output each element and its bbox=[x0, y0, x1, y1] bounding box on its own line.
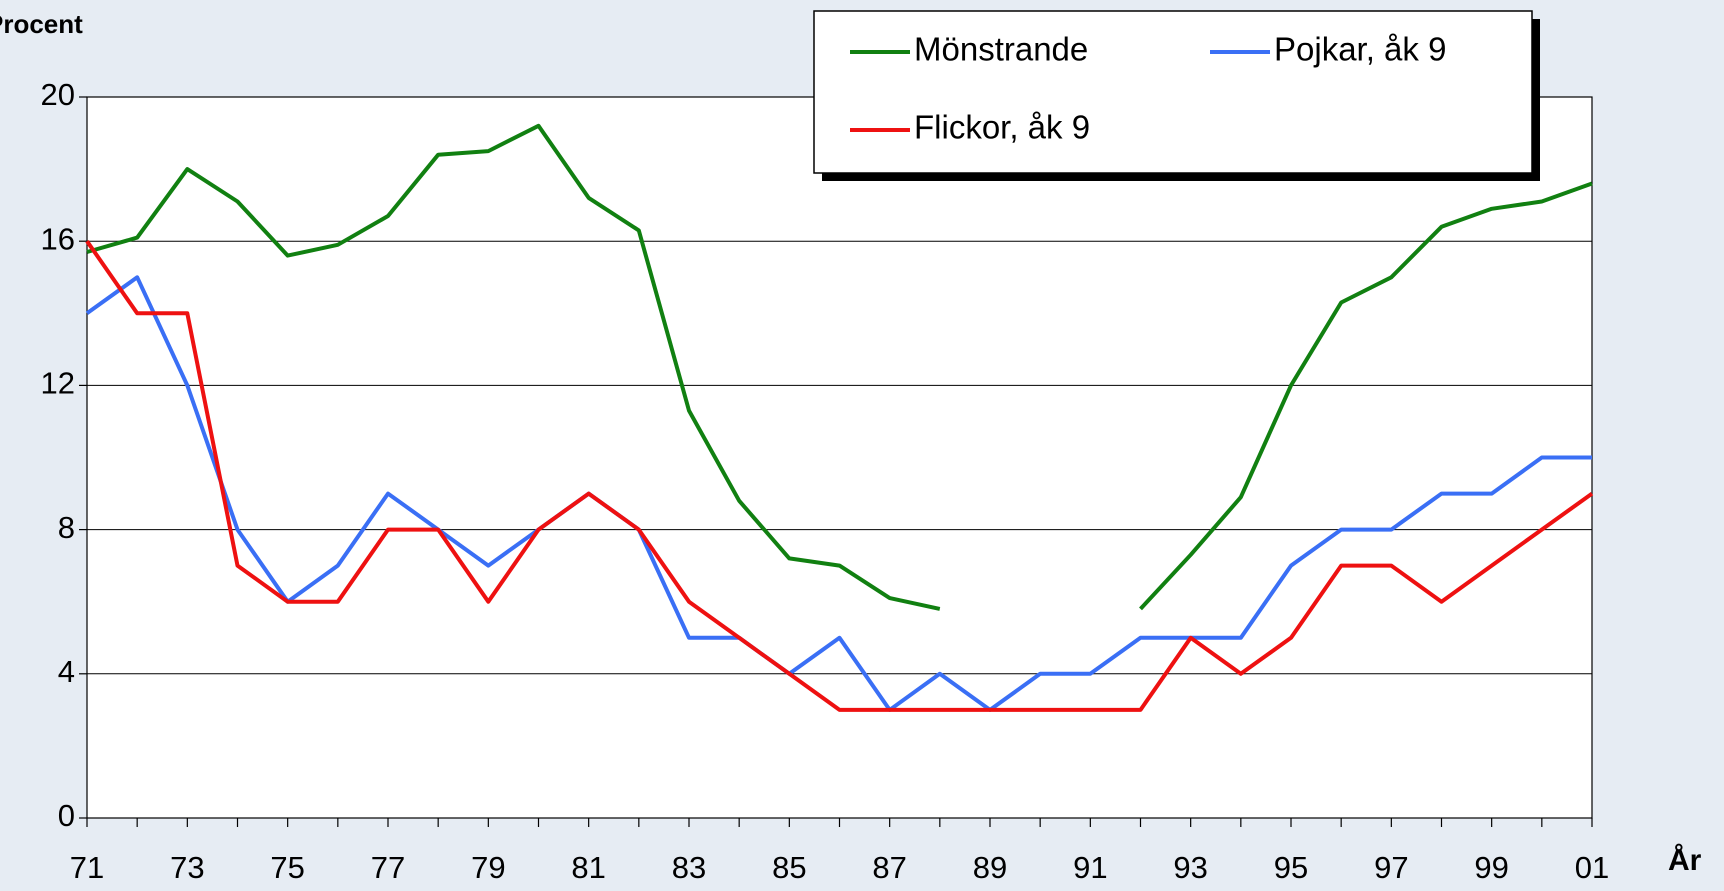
y-tick-label: 4 bbox=[58, 654, 75, 689]
x-axis-label: År bbox=[1668, 844, 1702, 877]
x-tick-label: 73 bbox=[170, 850, 204, 885]
x-tick-label: 95 bbox=[1274, 850, 1308, 885]
x-tick-label: 79 bbox=[471, 850, 505, 885]
y-tick-label: 8 bbox=[58, 510, 75, 545]
x-tick-label: 99 bbox=[1474, 850, 1508, 885]
series-line bbox=[85, 275, 1592, 712]
x-tick-label: 89 bbox=[973, 850, 1007, 885]
x-tick-label: 87 bbox=[872, 850, 906, 885]
legend-label: Flickor, åk 9 bbox=[914, 109, 1090, 146]
y-axis-label: Procent bbox=[0, 9, 83, 39]
x-tick-label: 81 bbox=[571, 850, 605, 885]
y-tick-label: 0 bbox=[58, 798, 75, 833]
legend-label: Mönstrande bbox=[914, 31, 1088, 68]
y-tick-label: 20 bbox=[41, 77, 75, 112]
x-tick-label: 91 bbox=[1073, 850, 1107, 885]
series-line bbox=[86, 123, 1593, 611]
x-tick-label: 01 bbox=[1575, 850, 1609, 885]
x-tick-label: 77 bbox=[371, 850, 405, 885]
legend bbox=[813, 10, 1533, 174]
legend-label: Pojkar, åk 9 bbox=[1274, 31, 1446, 68]
legend-items: Mönstrande Pojkar, åk 9 Flickor, åk 9 bbox=[850, 31, 1446, 146]
x-tick-label: 75 bbox=[270, 850, 304, 885]
y-tick-label: 16 bbox=[41, 221, 75, 256]
x-tick-label: 71 bbox=[70, 850, 104, 885]
x-tick-label: 97 bbox=[1374, 850, 1408, 885]
plot-area bbox=[87, 97, 1592, 818]
x-tick-label: 83 bbox=[672, 850, 706, 885]
x-tick-label: 85 bbox=[772, 850, 806, 885]
y-tick-label: 12 bbox=[41, 366, 75, 401]
lines bbox=[85, 123, 1594, 712]
series-line bbox=[85, 240, 1594, 712]
x-tick-label: 93 bbox=[1173, 850, 1207, 885]
